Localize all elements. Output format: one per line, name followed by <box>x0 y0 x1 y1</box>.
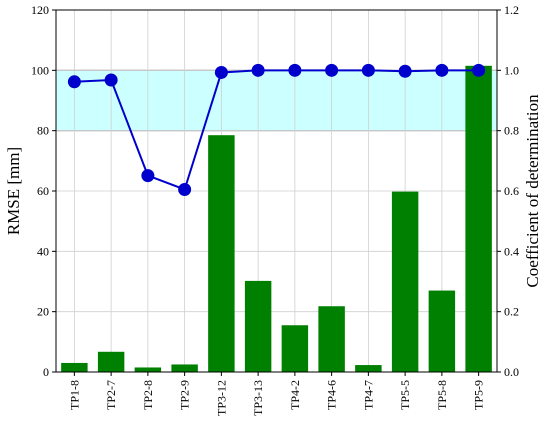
r2-point-tp3-13 <box>251 63 265 77</box>
bar-rmse-tp2-7 <box>97 351 125 372</box>
left-tick-label: 0 <box>43 365 49 379</box>
bar-rmse-tp5-5 <box>391 191 419 372</box>
x-tick-label: TP5-5 <box>398 380 412 410</box>
x-tick-label: TP1-8 <box>67 380 81 410</box>
right-tick-label: 0.6 <box>504 184 519 198</box>
r2-point-tp5-5 <box>398 64 412 78</box>
left-tick-label: 20 <box>37 305 49 319</box>
left-tick-label: 60 <box>37 184 49 198</box>
r2-point-tp4-2 <box>288 63 302 77</box>
bar-rmse-tp4-2 <box>281 325 309 372</box>
y2-axis-title: Coefficient of determination <box>523 94 542 288</box>
r2-point-tp2-9 <box>178 182 192 196</box>
right-tick-label: 0.2 <box>504 305 519 319</box>
r2-point-tp1-8 <box>67 75 81 89</box>
bar-rmse-tp5-9 <box>465 65 492 372</box>
bar-rmse-tp2-9 <box>171 364 198 372</box>
r2-point-tp5-9 <box>472 63 486 77</box>
r2-point-tp2-8 <box>141 169 155 183</box>
bar-rmse-tp3-12 <box>208 135 235 372</box>
x-tick-label: TP3-13 <box>251 380 265 416</box>
left-tick-label: 120 <box>31 3 49 17</box>
bar-rmse-tp3-13 <box>244 280 272 372</box>
right-tick-label: 1.2 <box>504 3 519 17</box>
r2-point-tp2-7 <box>104 73 118 87</box>
x-tick-label: TP2-7 <box>104 380 118 410</box>
x-tick-label: TP5-9 <box>472 380 486 410</box>
x-tick-label: TP3-12 <box>214 380 228 416</box>
r2-point-tp3-12 <box>214 65 228 79</box>
right-tick-label: 0.8 <box>504 124 519 138</box>
x-tick-label: TP5-8 <box>435 380 449 410</box>
x-tick-label: TP4-2 <box>288 380 302 410</box>
left-tick-label: 80 <box>37 124 49 138</box>
x-tick-label: TP4-6 <box>325 380 339 410</box>
r2-point-tp5-8 <box>435 63 449 77</box>
bar-rmse-tp5-8 <box>428 290 456 372</box>
x-tick-label: TP2-8 <box>141 380 155 410</box>
r2-highlight-band <box>56 70 497 131</box>
y-axis-title: RMSE [mm] <box>4 147 23 235</box>
bar-rmse-tp1-8 <box>61 362 88 372</box>
bar-rmse-tp4-7 <box>355 365 382 372</box>
r2-point-tp4-6 <box>325 63 339 77</box>
x-tick-label: TP2-9 <box>178 380 192 410</box>
bar-rmse-tp4-6 <box>318 306 345 372</box>
r2-point-tp4-7 <box>361 63 375 77</box>
left-tick-label: 100 <box>31 63 49 77</box>
right-tick-label: 0.0 <box>504 365 519 379</box>
bar-rmse-tp2-8 <box>134 367 162 372</box>
right-tick-label: 0.4 <box>504 244 519 258</box>
left-tick-label: 40 <box>37 244 49 258</box>
x-tick-label: TP4-7 <box>361 380 375 410</box>
right-tick-label: 1.0 <box>504 63 519 77</box>
